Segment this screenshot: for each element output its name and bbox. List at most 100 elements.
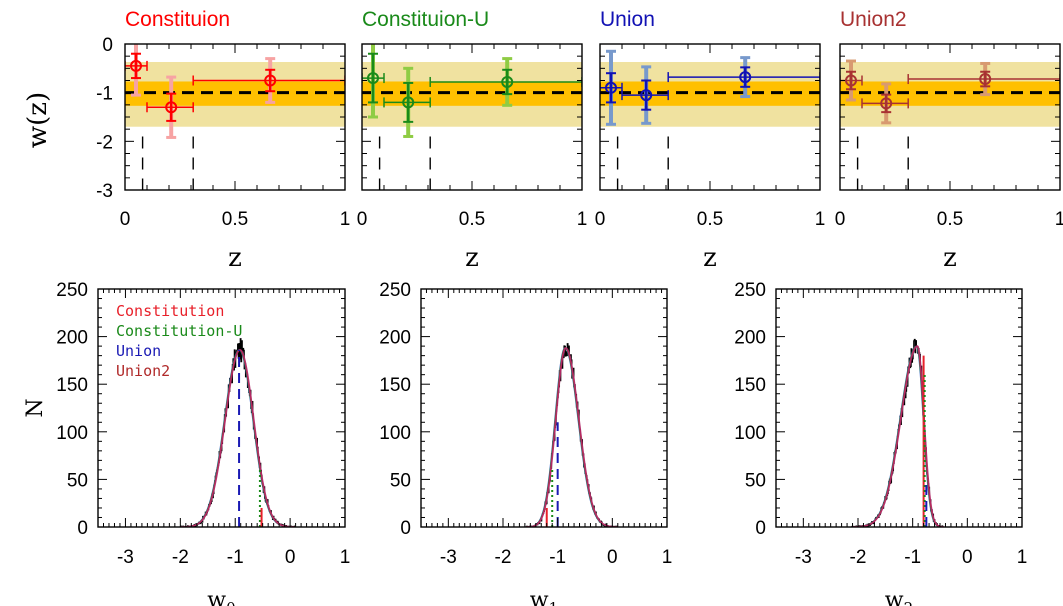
x-tick-label: -1 bbox=[227, 547, 244, 568]
y-tick-label: 100 bbox=[734, 423, 766, 444]
legend-entry-1: Constitution bbox=[116, 302, 224, 320]
x-tick-label: 0.5 bbox=[222, 209, 248, 230]
x-tick-label: 1 bbox=[1017, 547, 1028, 568]
x-tick-label: 0 bbox=[357, 209, 368, 230]
fit-curve-4 bbox=[851, 345, 944, 527]
panel-title: Union bbox=[600, 8, 655, 31]
y-tick-label: 250 bbox=[56, 280, 88, 301]
panel-title: Constituion-U bbox=[362, 8, 489, 31]
legend-entry-4: Union2 bbox=[116, 362, 170, 380]
point-marker bbox=[605, 81, 617, 94]
point-marker bbox=[264, 74, 277, 87]
y-tick-label: 150 bbox=[379, 375, 411, 396]
legend: Constitution Constitution-U Union Union2 bbox=[116, 302, 242, 380]
x-axis-label: w2 bbox=[885, 588, 913, 606]
legend-entry-2: Constitution-U bbox=[116, 322, 242, 340]
x-tick-label: 1 bbox=[340, 209, 351, 230]
plot-area bbox=[525, 343, 618, 527]
x-tick-label: -1 bbox=[549, 547, 566, 568]
y-tick-label: 0 bbox=[102, 35, 113, 56]
y-axis-label-bottom: N bbox=[23, 398, 48, 417]
x-tick-label: 0 bbox=[120, 209, 131, 230]
y-tick-label: 50 bbox=[390, 470, 411, 491]
x-tick-label: -3 bbox=[440, 547, 457, 568]
point-marker bbox=[640, 89, 653, 102]
point-marker bbox=[165, 101, 178, 114]
point-marker bbox=[845, 74, 857, 87]
point-marker bbox=[402, 96, 415, 109]
fit-curve-1 bbox=[525, 347, 617, 527]
panel-frame bbox=[420, 288, 668, 528]
fit-curve-4 bbox=[526, 347, 618, 527]
x-axis-label: z bbox=[228, 243, 242, 273]
y-tick-label: 250 bbox=[734, 280, 766, 301]
data-point-1 bbox=[600, 49, 623, 126]
fit-curve-1 bbox=[179, 349, 294, 527]
point-marker bbox=[130, 59, 142, 72]
point-marker bbox=[367, 72, 379, 85]
data-point-2 bbox=[146, 75, 194, 139]
point-marker bbox=[501, 75, 514, 88]
y-tick-label: 0 bbox=[755, 518, 766, 539]
fit-curve-3 bbox=[180, 349, 295, 527]
y-tick-label: 150 bbox=[734, 375, 766, 396]
y-tick-label: 0 bbox=[77, 518, 88, 539]
x-tick-label: 0.5 bbox=[937, 209, 963, 230]
x-tick-label: 1 bbox=[815, 209, 826, 230]
x-axis-label: w1 bbox=[530, 588, 558, 606]
plot-area bbox=[125, 44, 345, 190]
x-axis-label: w0 bbox=[207, 588, 235, 606]
plot-area bbox=[600, 49, 820, 190]
x-tick-label: -3 bbox=[795, 547, 812, 568]
plot-area bbox=[850, 338, 944, 527]
data-point-1 bbox=[125, 44, 148, 97]
x-tick-label: 1 bbox=[662, 547, 673, 568]
top-panel-2: 0 0.5 1 Constituion-U z bbox=[357, 8, 588, 273]
y-tick-label: 50 bbox=[67, 470, 88, 491]
y-tick-label: 150 bbox=[56, 375, 88, 396]
y-tick-label: 200 bbox=[379, 328, 411, 349]
legend-entry-3: Union bbox=[116, 342, 161, 360]
y-tick-label: 0 bbox=[400, 518, 411, 539]
data-point-3 bbox=[429, 57, 582, 107]
panel-frame bbox=[775, 288, 1023, 528]
data-point-2 bbox=[861, 82, 909, 125]
x-tick-label: -3 bbox=[117, 547, 134, 568]
x-tick-label: 0 bbox=[607, 547, 618, 568]
y-tick-label: -1 bbox=[96, 84, 113, 105]
x-tick-label: 0 bbox=[285, 547, 296, 568]
top-panel-1: 0 0.5 1 0 -1 -2 -3 Constituion z bbox=[96, 8, 350, 273]
y-axis-label-top: w(z) bbox=[23, 92, 53, 148]
data-point-3 bbox=[907, 61, 1060, 97]
plot-area bbox=[362, 44, 582, 190]
point-marker bbox=[880, 97, 893, 110]
point-marker bbox=[739, 71, 752, 84]
y-tick-label: 200 bbox=[56, 328, 88, 349]
x-axis-label: z bbox=[465, 243, 479, 273]
top-panel-3: 0 0.5 1 Union z bbox=[595, 8, 826, 273]
x-tick-label: 0 bbox=[595, 209, 606, 230]
histogram-line bbox=[180, 338, 295, 527]
y-tick-label: 200 bbox=[734, 328, 766, 349]
x-tick-label: -2 bbox=[850, 547, 867, 568]
x-tick-label: 1 bbox=[340, 547, 351, 568]
inner-band bbox=[125, 81, 345, 106]
y-tick-label: 100 bbox=[379, 423, 411, 444]
plot-area bbox=[179, 338, 295, 527]
x-tick-label: 0.5 bbox=[459, 209, 485, 230]
y-tick-label: -2 bbox=[96, 132, 113, 153]
plot-area bbox=[840, 59, 1060, 190]
y-tick-label: 50 bbox=[745, 470, 766, 491]
bottom-panel-3: -3 -2 -1 0 1 0 50 100 150 200 250 w2 bbox=[734, 280, 1027, 606]
point-marker bbox=[979, 73, 992, 86]
panel-title: Union2 bbox=[840, 8, 907, 31]
data-point-3 bbox=[667, 56, 820, 99]
bottom-panel-1: -3 -2 -1 0 1 0 50 100 150 200 250 w0 bbox=[56, 280, 350, 606]
x-tick-label: -2 bbox=[172, 547, 189, 568]
x-axis-label: z bbox=[703, 243, 717, 273]
data-point-2 bbox=[621, 65, 669, 125]
y-tick-label: 100 bbox=[56, 423, 88, 444]
x-tick-label: -1 bbox=[904, 547, 921, 568]
y-tick-label: 250 bbox=[379, 280, 411, 301]
x-tick-label: 0 bbox=[835, 209, 846, 230]
